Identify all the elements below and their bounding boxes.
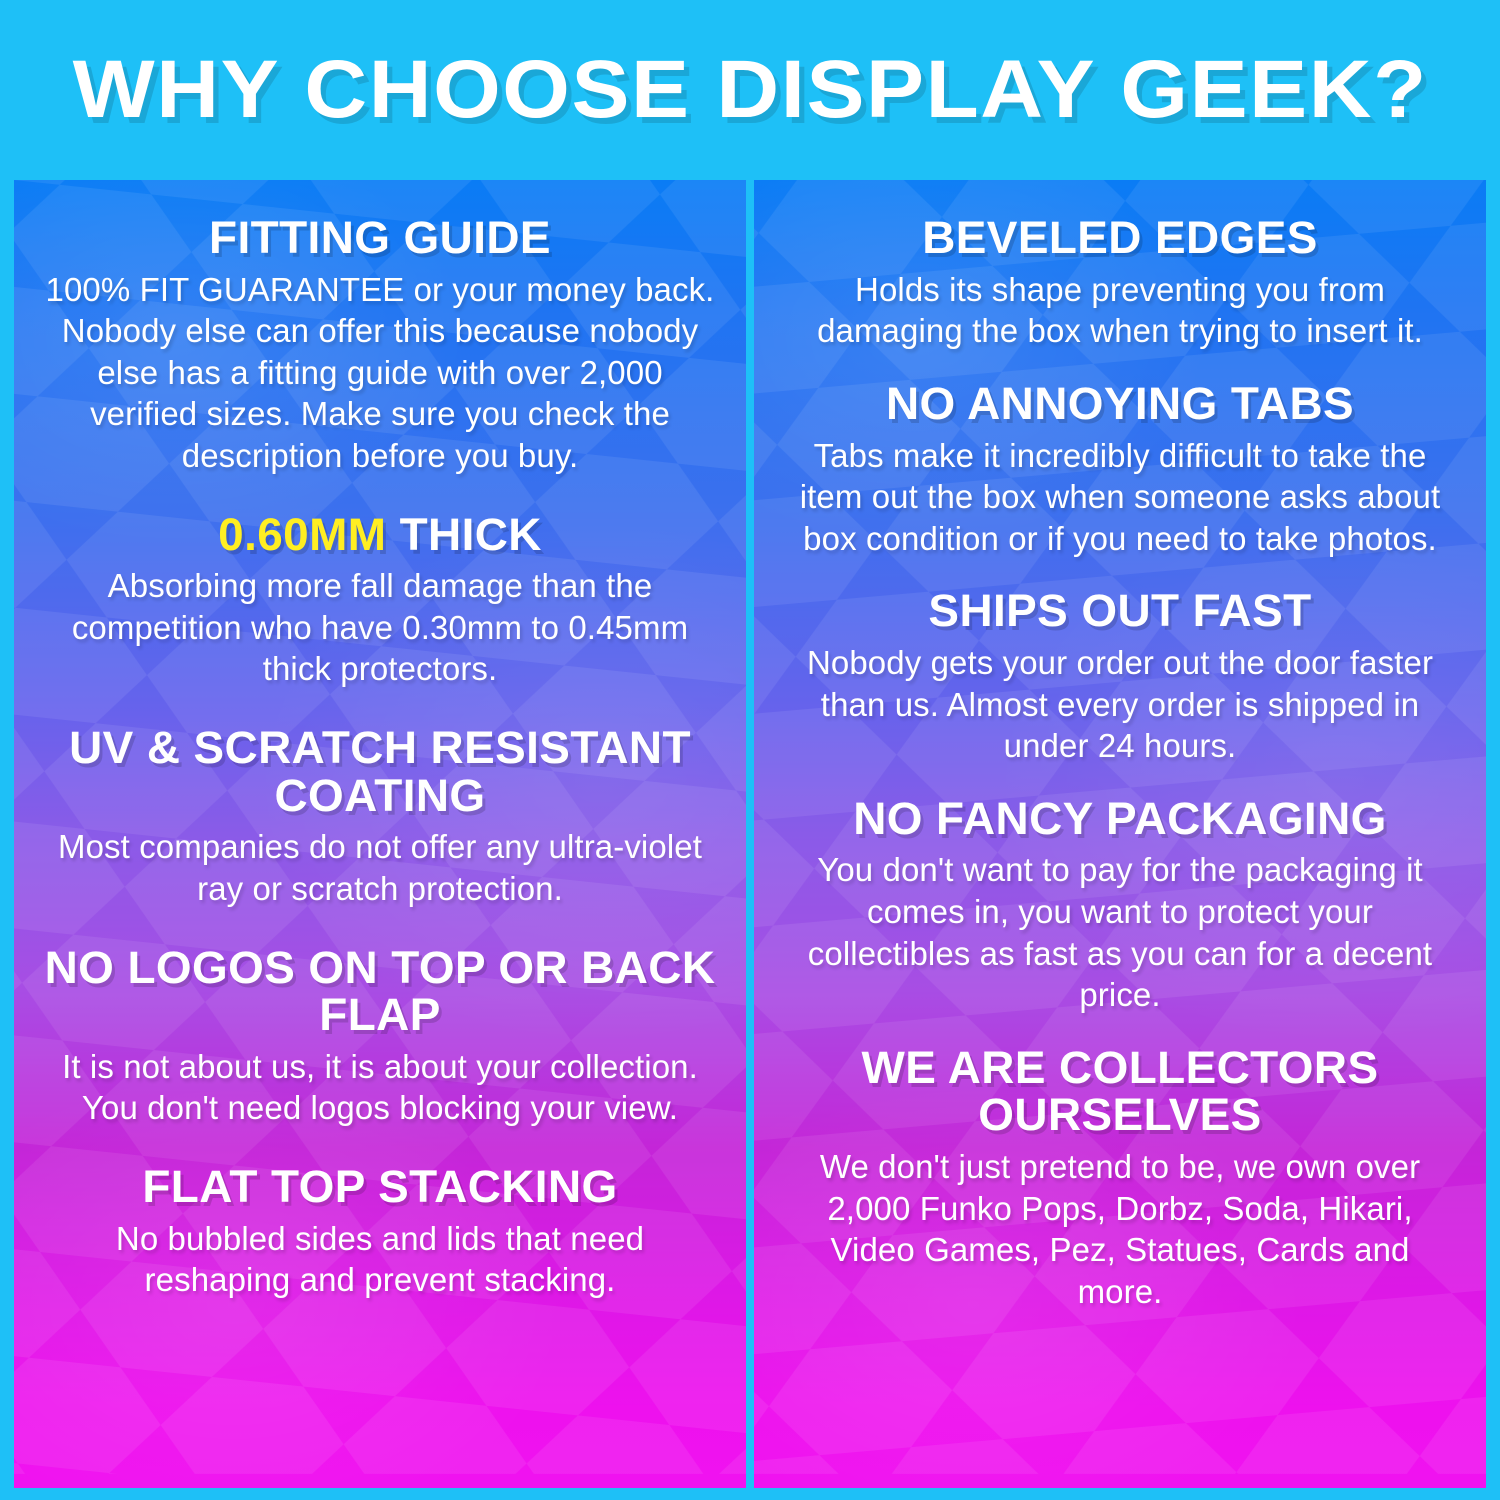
feature-body: It is not about us, it is about your col…	[62, 1047, 698, 1127]
feature-panels: FITTING GUIDE 100% FIT GUARANTEE or your…	[14, 180, 1486, 1488]
header-bar: WHY CHOOSE DISPLAY GEEK?	[0, 0, 1500, 180]
feature-title: UV & SCRATCH RESISTANT COATING	[69, 722, 691, 821]
feature-body: Absorbing more fall damage than the comp…	[71, 567, 689, 688]
feature-body: We don't just pretend to be, we own over…	[819, 1148, 1421, 1310]
feature-title-rest: THICK	[386, 508, 542, 560]
feature-fitting-guide: FITTING GUIDE 100% FIT GUARANTEE or your…	[40, 214, 720, 477]
feature-no-logos: NO LOGOS ON TOP OR BACK FLAP It is not a…	[40, 943, 720, 1130]
feature-thickness: 0.60MM THICK Absorbing more fall damage …	[40, 510, 720, 690]
feature-body: 100% FIT GUARANTEE or your money back. N…	[45, 270, 715, 474]
feature-no-annoying-tabs: NO ANNOYING TABS Tabs make it incredibly…	[780, 380, 1460, 559]
right-panel-content: BEVELED EDGES Holds its shape preventing…	[754, 180, 1486, 1488]
left-feature-panel: FITTING GUIDE 100% FIT GUARANTEE or your…	[14, 180, 746, 1488]
feature-body: Nobody gets your order out the door fast…	[806, 643, 1434, 765]
feature-uv-scratch-coating: UV & SCRATCH RESISTANT COATING Most comp…	[40, 724, 720, 910]
feature-body: Tabs make it incredibly difficult to tak…	[799, 436, 1441, 557]
page-title: WHY CHOOSE DISPLAY GEEK?	[72, 44, 1428, 135]
feature-we-are-collectors: WE ARE COLLECTORS OURSELVES We don't jus…	[780, 1043, 1460, 1313]
feature-ships-out-fast: SHIPS OUT FAST Nobody gets your order ou…	[780, 587, 1460, 766]
feature-body: Most companies do not offer any ultra-vi…	[58, 828, 702, 907]
feature-title-highlight: 0.60MM	[218, 508, 387, 560]
feature-no-fancy-packaging: NO FANCY PACKAGING You don't want to pay…	[780, 794, 1460, 1016]
left-panel-content: FITTING GUIDE 100% FIT GUARANTEE or your…	[14, 180, 746, 1488]
feature-title: 0.60MM THICK	[33, 508, 727, 560]
feature-title: NO LOGOS ON TOP OR BACK FLAP	[44, 941, 716, 1041]
feature-title: FITTING GUIDE	[209, 212, 551, 263]
feature-body: Holds its shape preventing you from dama…	[817, 270, 1423, 350]
feature-flat-top-stacking: FLAT TOP STACKING No bubbled sides and l…	[40, 1163, 720, 1301]
feature-title: WE ARE COLLECTORS OURSELVES	[861, 1041, 1379, 1141]
feature-title: FLAT TOP STACKING	[142, 1161, 618, 1213]
right-feature-panel: BEVELED EDGES Holds its shape preventing…	[754, 180, 1486, 1488]
feature-title: NO FANCY PACKAGING	[853, 792, 1387, 844]
feature-title: NO ANNOYING TABS	[885, 377, 1355, 429]
feature-body: No bubbled sides and lids that need resh…	[115, 1219, 645, 1299]
feature-title: BEVELED EDGES	[922, 212, 1318, 263]
feature-title: SHIPS OUT FAST	[928, 585, 1312, 637]
feature-beveled-edges: BEVELED EDGES Holds its shape preventing…	[780, 214, 1460, 352]
feature-body: You don't want to pay for the packaging …	[807, 851, 1433, 1014]
